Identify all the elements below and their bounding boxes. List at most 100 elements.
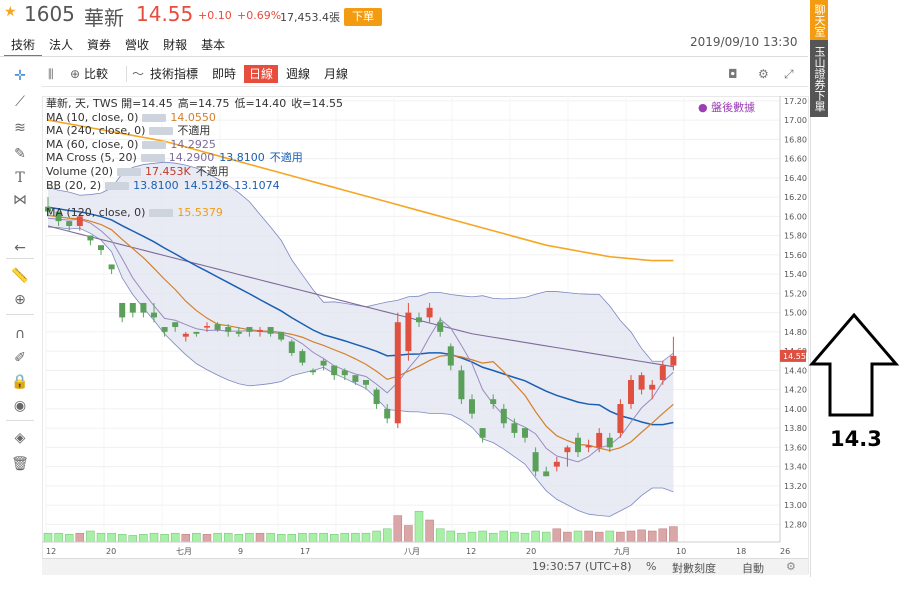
legend-controls-icon[interactable] (140, 154, 165, 163)
volume-bar (234, 534, 244, 543)
candle-body (352, 375, 359, 382)
volume-bar (276, 534, 286, 543)
crosshair-icon[interactable]: ✛ (14, 68, 26, 84)
trend-line-icon[interactable]: ⟋ (15, 94, 25, 110)
legend-controls-icon[interactable] (142, 140, 167, 149)
legend-controls-icon[interactable] (105, 181, 130, 190)
volume-bar (616, 531, 625, 543)
daily-button[interactable]: 日線 (244, 65, 279, 83)
legend-indicator-name: MA (10, close, 0) (46, 110, 139, 124)
legend-indicator-name: BB (20, 2) (46, 178, 102, 192)
tab-financials[interactable]: 財報 (163, 38, 188, 52)
fullscreen-icon[interactable]: ⤢ (784, 67, 794, 81)
after-hours-data-link[interactable]: ● 盤後數據 (698, 101, 756, 114)
compare-button[interactable]: 比較 (84, 67, 109, 81)
main-tabs: 技術 法人 資券 營收 財報 基本 (4, 33, 232, 57)
toolbar-separator (6, 314, 34, 315)
volume-bar (541, 531, 551, 543)
legend-controls-icon[interactable] (142, 113, 167, 122)
candle-body (373, 389, 380, 405)
candle-body (98, 245, 104, 251)
tab-technical[interactable]: 技術 (4, 33, 43, 57)
tab-margin[interactable]: 資券 (87, 38, 112, 52)
price-tick-label: 13.40 (784, 463, 807, 472)
eye-icon[interactable]: ◉ (13, 398, 27, 414)
chat-room-button[interactable]: 聊天室 (810, 0, 828, 40)
legend-row[interactable]: 華新, 天, TWS 開=14.45 高=14.75 低=14.40 收=14.55 (46, 97, 348, 111)
candle-body (575, 437, 581, 453)
legend-row[interactable]: Volume (20) 17.453K 不適用 (46, 165, 348, 179)
volume-bar (149, 532, 159, 543)
tab-institutional[interactable]: 法人 (49, 38, 74, 52)
order-button[interactable]: 下單 (344, 8, 382, 26)
candle-body (204, 326, 210, 328)
legend-row[interactable]: MA Cross (5, 20) 14.2900 13.8100 不適用 (46, 151, 348, 165)
legend-row[interactable]: BB (20, 2) 13.8100 14.5126 13.1074 (46, 179, 348, 193)
candle-body (76, 216, 83, 226)
fib-tool-icon[interactable]: ≋ (14, 120, 26, 136)
indicators-icon[interactable]: 〜 (132, 67, 145, 81)
volume-bar (647, 530, 657, 543)
candle-body (341, 370, 348, 376)
zoom-in-icon[interactable]: ⊕ (14, 292, 26, 308)
legend-row[interactable]: MA (60, close, 0) 14.2925 (46, 138, 348, 152)
pattern-tool-icon[interactable]: ⋈ (13, 192, 27, 208)
volume-bar (54, 532, 63, 543)
indicators-button[interactable]: 技術指標 (150, 67, 199, 81)
legend-value: 13.8100 (219, 151, 265, 165)
candle-body (490, 399, 497, 405)
percent-scale-toggle[interactable]: % (646, 560, 657, 573)
lock-icon[interactable]: 🔒 (11, 374, 29, 390)
legend-controls-icon[interactable] (117, 167, 141, 176)
candle-type-icon[interactable]: ⫼ (48, 67, 54, 81)
tab-fundamentals[interactable]: 基本 (201, 38, 226, 52)
volume-bar (499, 530, 509, 543)
legend-row[interactable]: MA (240, close, 0) 不適用 (46, 124, 348, 138)
volume-bar (287, 534, 297, 543)
auto-scale-toggle[interactable]: 自動 (742, 562, 764, 575)
back-arrow-icon[interactable]: ← (14, 240, 26, 256)
lock-drawing-icon[interactable]: ✐ (14, 350, 26, 366)
monthly-button[interactable]: 月線 (324, 67, 349, 81)
price-tick-label: 15.80 (784, 232, 807, 241)
candle-body (331, 365, 338, 376)
candle-body (416, 317, 422, 323)
realtime-button[interactable]: 即時 (212, 67, 237, 81)
compare-icon[interactable]: ⊕ (70, 67, 81, 81)
weekly-button[interactable]: 週線 (286, 67, 311, 81)
camera-icon[interactable]: ◘ (728, 67, 738, 81)
legend-row[interactable]: MA (120, close, 0) 15.5379 (46, 206, 348, 220)
trash-icon[interactable]: 🗑 (11, 456, 29, 472)
candle-body (458, 370, 465, 400)
candle-body (140, 302, 147, 313)
legend-row[interactable]: MA (10, close, 0) 14.0550 (46, 111, 348, 125)
tab-revenue[interactable]: 營收 (125, 38, 150, 52)
legend-controls-icon[interactable] (149, 127, 174, 136)
ma120-line (47, 119, 674, 262)
esun-order-button[interactable]: 玉山證券下單 (810, 40, 828, 117)
legend-controls-icon[interactable] (149, 208, 174, 217)
legend-value: 開=14.45 (121, 97, 173, 110)
ma10-line (47, 214, 674, 452)
legend-row[interactable] (46, 192, 348, 206)
quote-datetime: 2019/09/10 13:30 (690, 35, 798, 49)
time-tick-label: 八月 (404, 547, 420, 556)
settings-icon[interactable]: ⚙ (786, 560, 796, 573)
price-chart[interactable]: 17.20 17.00 16.80 16.60 16.40 16.20 16.00 15.80… (42, 96, 808, 558)
layers-icon[interactable]: ◈ (14, 430, 26, 446)
time-tick-label: 20 (106, 547, 116, 556)
last-price-tag (780, 349, 806, 362)
candle-body (564, 447, 571, 453)
brush-icon[interactable]: ✎ (14, 146, 26, 162)
favorite-star-icon[interactable]: ★ (4, 4, 17, 20)
text-tool-icon[interactable]: T (15, 170, 25, 186)
header-divider (0, 56, 808, 57)
volume-bar (86, 530, 95, 543)
magnet-icon[interactable]: ∩ (14, 326, 26, 342)
volume-bar (372, 530, 381, 543)
candle-body (320, 360, 327, 366)
ruler-icon[interactable]: 📏 (11, 268, 29, 284)
legend-value: 收=14.55 (291, 97, 343, 110)
log-scale-toggle[interactable]: 對數刻度 (672, 562, 716, 575)
gear-icon[interactable]: ⚙ (758, 67, 769, 81)
